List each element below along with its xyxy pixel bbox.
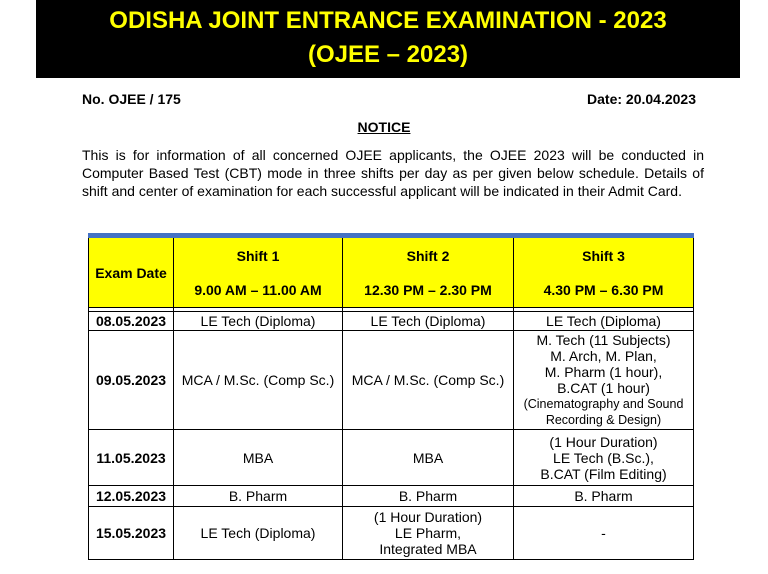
shift-name: Shift 2 bbox=[406, 247, 450, 264]
cell-line: LE Tech (Diploma) bbox=[200, 525, 316, 541]
cell-line: MCA / M.Sc. (Comp Sc.) bbox=[181, 372, 335, 388]
cell-line: B. Pharm bbox=[398, 488, 458, 504]
shift-cell: M. Tech (11 Subjects) M. Arch, M. Plan, M.… bbox=[513, 330, 694, 430]
shift-time: 9.00 AM – 11.00 AM bbox=[194, 281, 322, 298]
header-shift-2: Shift 2 12.30 PM – 2.30 PM bbox=[342, 235, 514, 308]
shift-cell: LE Tech (Diploma) bbox=[513, 311, 694, 331]
notice-body: This is for information of all concerned… bbox=[82, 147, 704, 199]
cell-line: B. Pharm bbox=[574, 488, 633, 504]
header-shift-1: Shift 1 9.00 AM – 11.00 AM bbox=[173, 235, 343, 308]
notice-date: Date: 20.04.2023 bbox=[587, 91, 696, 107]
exam-date: 12.05.2023 bbox=[88, 485, 174, 507]
table-row: 15.05.2023 LE Tech (Diploma) (1 Hour Durat… bbox=[88, 506, 694, 560]
cell-line: LE Pharm, bbox=[394, 525, 462, 541]
shift-time: 12.30 PM – 2.30 PM bbox=[364, 281, 492, 298]
shift-cell: MCA / M.Sc. (Comp Sc.) bbox=[173, 330, 343, 430]
shift-cell: (1 Hour Duration) LE Tech (B.Sc.), B.CAT (… bbox=[513, 429, 694, 486]
header-exam-date: Exam Date bbox=[88, 235, 174, 308]
cell-line: M. Arch, M. Plan, bbox=[550, 348, 657, 364]
cell-line: LE Tech (B.Sc.), bbox=[553, 449, 654, 466]
exam-date: 15.05.2023 bbox=[88, 506, 174, 560]
shift-cell: MBA bbox=[342, 429, 514, 486]
shift-cell: - bbox=[513, 506, 694, 560]
cell-line: B.CAT (Film Editing) bbox=[540, 465, 667, 482]
exam-date: 08.05.2023 bbox=[88, 311, 174, 331]
header-shift-3: Shift 3 4.30 PM – 6.30 PM bbox=[513, 235, 694, 308]
cell-line: (Cinematography and Sound bbox=[523, 397, 684, 411]
exam-date: 09.05.2023 bbox=[88, 330, 174, 430]
shift-name: Shift 3 bbox=[582, 247, 625, 264]
cell-line: MBA bbox=[412, 449, 444, 466]
cell-line: Integrated MBA bbox=[379, 541, 477, 557]
cell-line: LE Tech (Diploma) bbox=[370, 313, 486, 329]
shift-name: Shift 1 bbox=[236, 247, 280, 264]
cell-line: MBA bbox=[242, 449, 274, 466]
title-banner: ODISHA JOINT ENTRANCE EXAMINATION - 2023… bbox=[36, 0, 740, 78]
table-row: 11.05.2023 MBA MBA (1 Hour Duration) LE Tech… bbox=[88, 429, 694, 486]
shift-cell: MBA bbox=[173, 429, 343, 486]
cell-line: B. Pharm bbox=[228, 488, 288, 504]
cell-line: LE Tech (Diploma) bbox=[200, 313, 316, 329]
exam-date: 11.05.2023 bbox=[88, 429, 174, 486]
shift-cell: LE Tech (Diploma) bbox=[342, 311, 514, 331]
shift-time: 4.30 PM – 6.30 PM bbox=[543, 281, 664, 298]
shift-cell: B. Pharm bbox=[173, 485, 343, 507]
cell-line: - bbox=[601, 525, 606, 541]
schedule-table: Exam Date Shift 1 9.00 AM – 11.00 AM Shif… bbox=[88, 233, 694, 560]
table-row: 09.05.2023 MCA / M.Sc. (Comp Sc.) MCA / M.… bbox=[88, 330, 694, 430]
cell-line: M. Pharm (1 hour), bbox=[544, 364, 663, 380]
cell-line: (1 Hour Duration) bbox=[549, 433, 658, 450]
shift-cell: (1 Hour Duration) LE Pharm, Integrated MBA bbox=[342, 506, 514, 560]
shift-cell: LE Tech (Diploma) bbox=[173, 311, 343, 331]
cell-line: B.CAT (1 hour) bbox=[557, 380, 650, 396]
shift-cell: B. Pharm bbox=[342, 485, 514, 507]
title-line-2: (OJEE – 2023) bbox=[307, 41, 469, 68]
table-row: 12.05.2023 B. Pharm B. Pharm B. Pharm bbox=[88, 485, 694, 507]
cell-line: M. Tech (11 Subjects) bbox=[536, 332, 671, 348]
cell-line: (1 Hour Duration) bbox=[373, 509, 483, 525]
cell-line: Recording & Design) bbox=[545, 413, 662, 427]
cell-line: LE Tech (Diploma) bbox=[546, 313, 661, 329]
notice-heading: NOTICE bbox=[357, 119, 411, 135]
shift-cell: B. Pharm bbox=[513, 485, 694, 507]
table-row: 08.05.2023 LE Tech (Diploma) LE Tech (Dipl… bbox=[88, 311, 694, 331]
shift-cell: MCA / M.Sc. (Comp Sc.) bbox=[342, 330, 514, 430]
shift-cell: LE Tech (Diploma) bbox=[173, 506, 343, 560]
cell-line: MCA / M.Sc. (Comp Sc.) bbox=[351, 372, 505, 388]
title-line-1: ODISHA JOINT ENTRANCE EXAMINATION - 2023 bbox=[109, 7, 667, 34]
reference-number: No. OJEE / 175 bbox=[82, 91, 181, 107]
